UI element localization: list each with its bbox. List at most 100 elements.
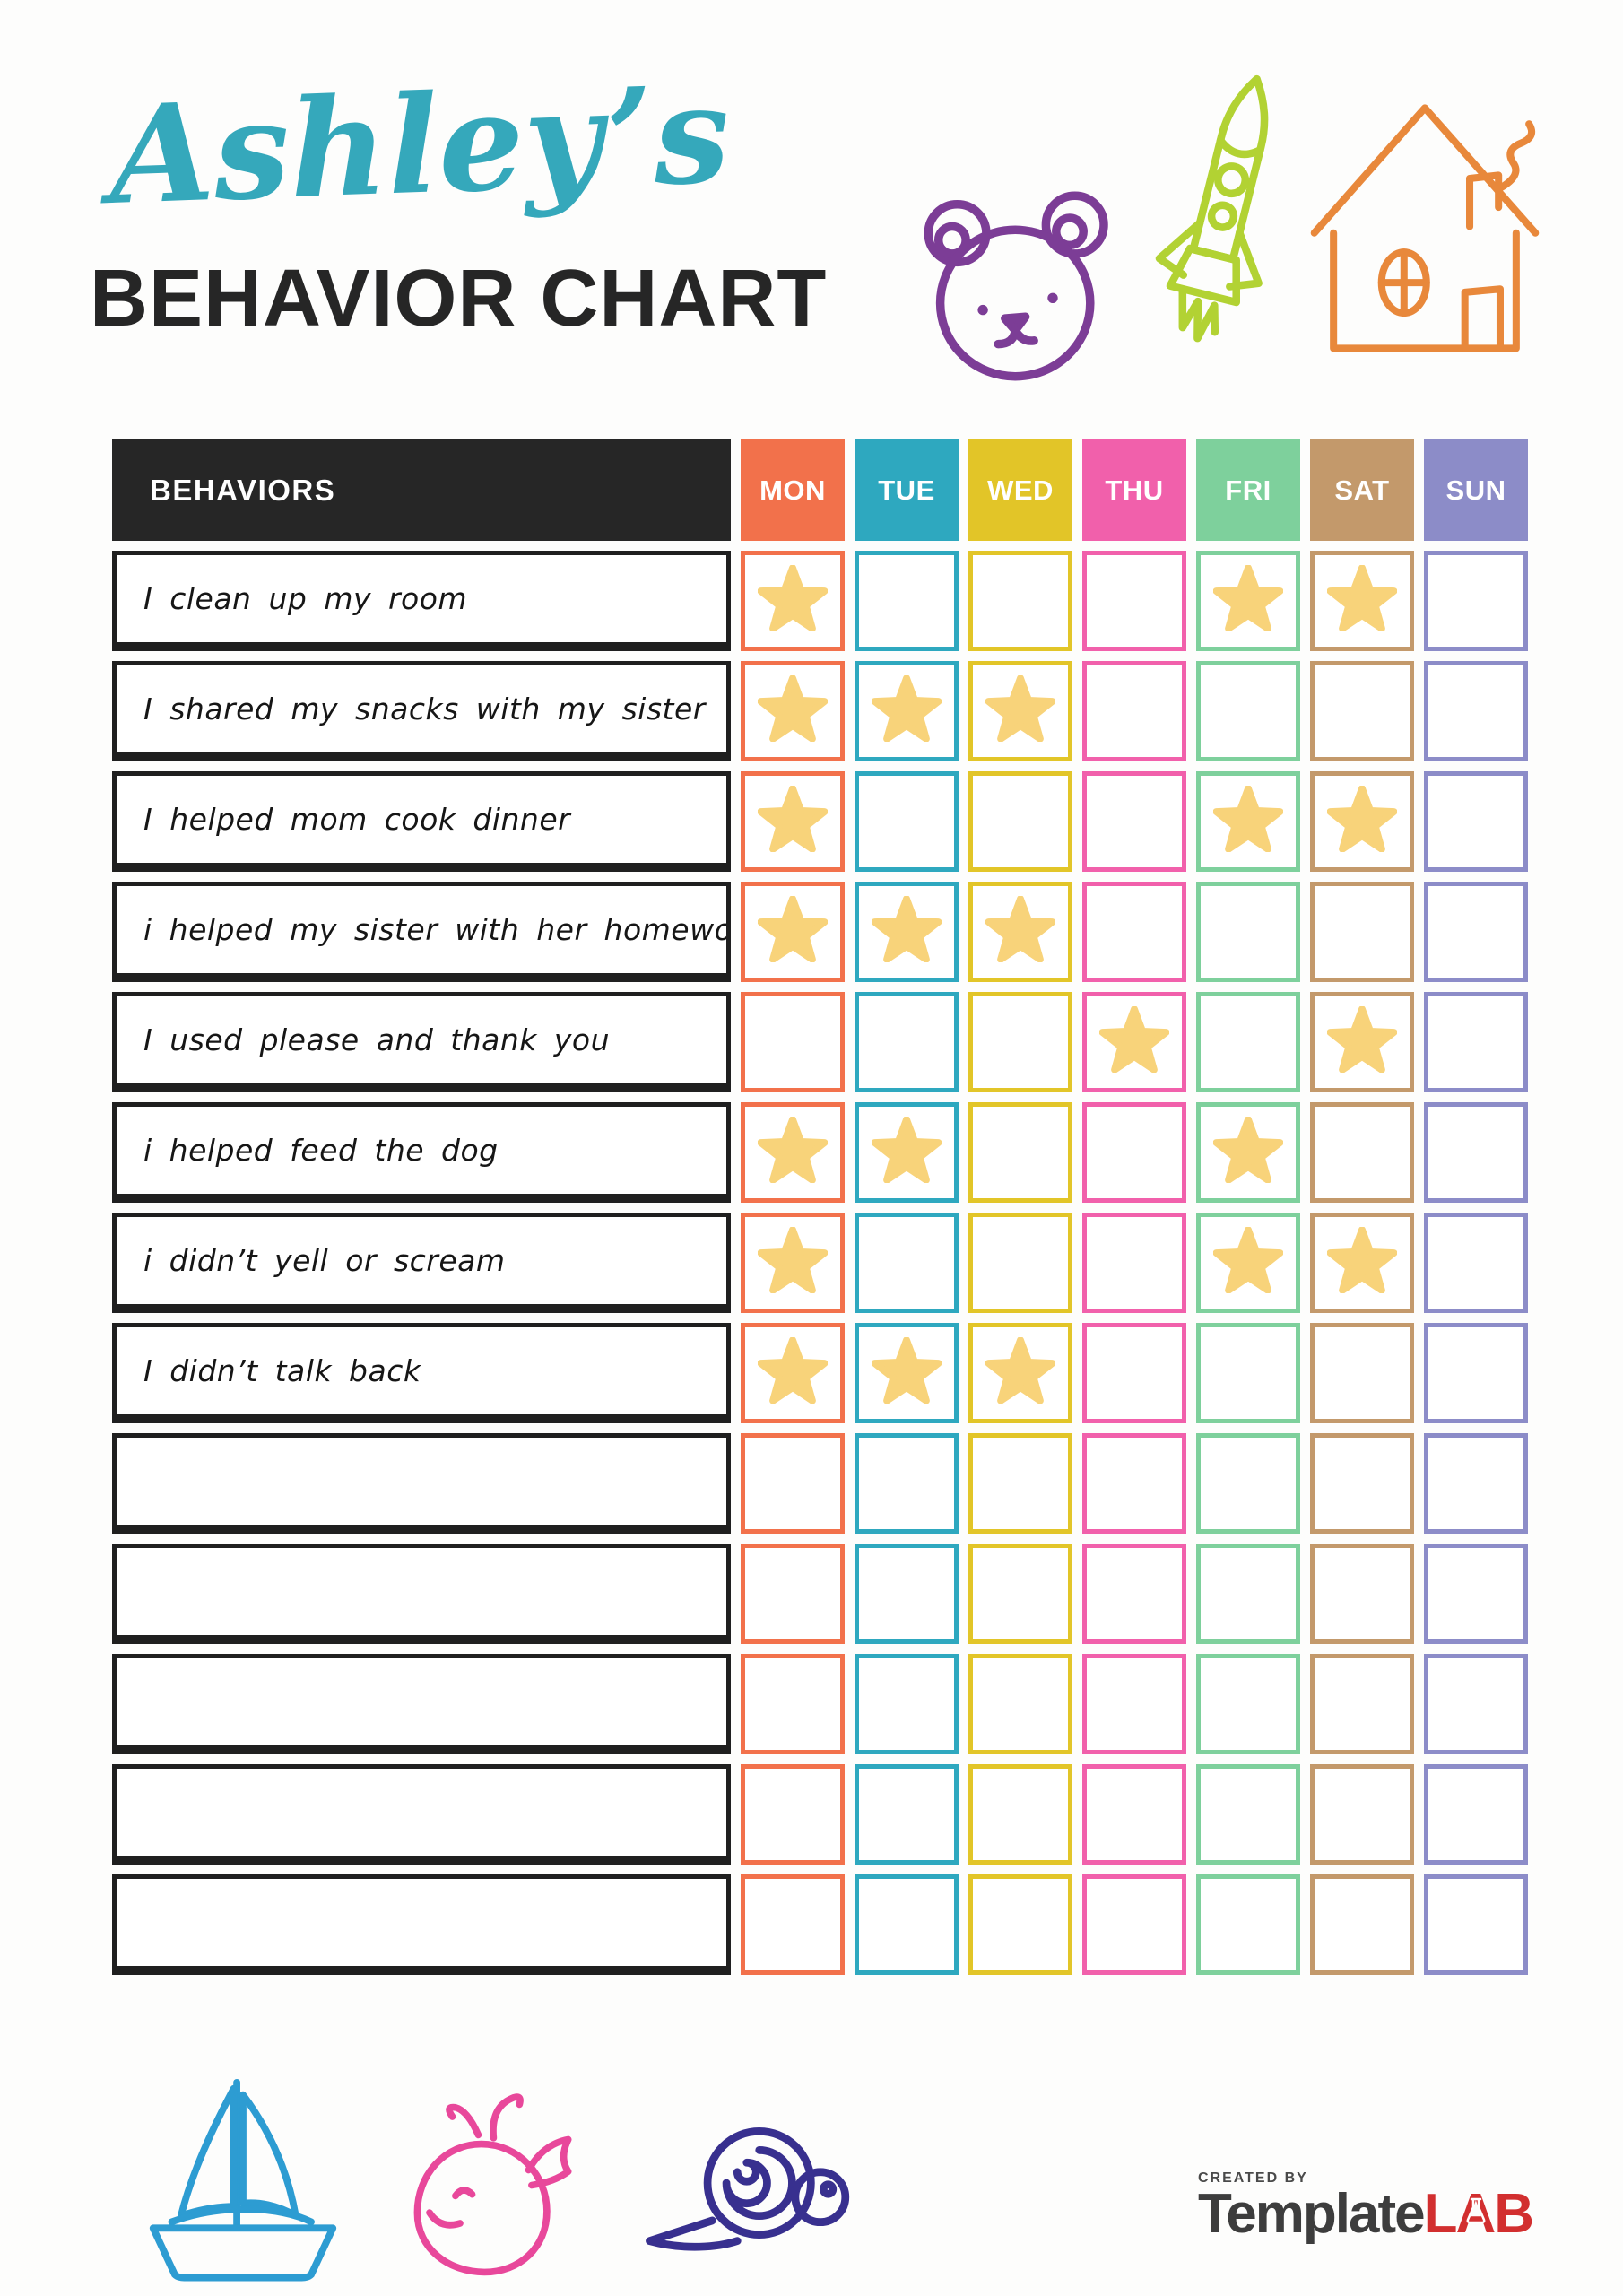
behavior-label-3: I helped mom cook dinner [112,771,731,872]
cell-row7-tue [855,1213,959,1313]
cell-row9-wed [968,1433,1072,1534]
cell-row10-mon [741,1544,845,1644]
cell-row11-tue [855,1654,959,1754]
brand-name-template: Template [1198,2183,1426,2245]
star-icon [1327,786,1397,852]
behavior-grid: BEHAVIORS MON TUE WED THU FRI SAT SUN I clean u… [112,439,1528,1975]
behavior-label-5: I used please and thank you [112,992,731,1092]
cell-row9-sat [1310,1433,1414,1534]
cell-row5-tue [855,992,959,1092]
star-icon [1327,1227,1397,1293]
cell-row5-wed [968,992,1072,1092]
brand-name-lab: LAB [1423,2183,1534,2245]
cell-row3-thu [1082,771,1186,872]
column-header-thu: THU [1082,439,1186,541]
cell-row9-thu [1082,1433,1186,1534]
cell-row3-sun [1424,771,1528,872]
cell-row13-mon [741,1874,845,1975]
cell-row5-thu [1082,992,1186,1092]
flask-icon [1466,2197,1486,2224]
cell-row3-mon [741,771,845,872]
cell-row10-wed [968,1544,1072,1644]
star-icon [872,675,942,742]
rocket-icon [1102,48,1341,387]
cell-row11-thu [1082,1654,1186,1754]
cell-row13-sat [1310,1874,1414,1975]
cell-row6-thu [1082,1102,1186,1203]
star-icon [1099,1006,1169,1073]
star-icon [985,675,1055,742]
cell-row8-fri [1196,1323,1300,1423]
behavior-label-10 [112,1544,731,1644]
star-icon [758,675,828,742]
cell-row11-sat [1310,1654,1414,1754]
cell-row3-sat [1310,771,1414,872]
cell-row13-thu [1082,1874,1186,1975]
cell-row1-sat [1310,551,1414,651]
cell-row3-fri [1196,771,1300,872]
cell-row2-wed [968,661,1072,761]
cell-row9-mon [741,1433,845,1534]
cell-row3-wed [968,771,1072,872]
cell-row10-thu [1082,1544,1186,1644]
cell-row2-fri [1196,661,1300,761]
column-header-sun: SUN [1424,439,1528,541]
cell-row5-mon [741,992,845,1092]
star-icon [985,896,1055,962]
behaviors-column-header: BEHAVIORS [112,439,731,541]
snail-icon [628,2108,863,2265]
cell-row11-wed [968,1654,1072,1754]
cell-row12-tue [855,1764,959,1865]
page-title-script: Ashley’s [107,55,733,236]
behavior-label-1: I clean up my room [112,551,731,651]
cell-row8-wed [968,1323,1072,1423]
whale-icon [384,2056,597,2284]
behavior-label-6: i helped feed the dog [112,1102,731,1203]
star-icon [758,1117,828,1183]
cell-row1-fri [1196,551,1300,651]
cell-row13-tue [855,1874,959,1975]
cell-row10-sat [1310,1544,1414,1644]
cell-row2-mon [741,661,845,761]
column-header-fri: FRI [1196,439,1300,541]
cell-row6-fri [1196,1102,1300,1203]
cell-row2-thu [1082,661,1186,761]
cell-row7-mon [741,1213,845,1313]
cell-row13-fri [1196,1874,1300,1975]
cell-row13-wed [968,1874,1072,1975]
star-icon [758,896,828,962]
star-icon [758,1337,828,1404]
star-icon [872,1117,942,1183]
cell-row4-tue [855,882,959,982]
cell-row12-sat [1310,1764,1414,1865]
cell-row12-sun [1424,1764,1528,1865]
cell-row6-wed [968,1102,1072,1203]
column-header-wed: WED [968,439,1072,541]
cell-row8-sun [1424,1323,1528,1423]
cell-row8-tue [855,1323,959,1423]
cell-row11-sun [1424,1654,1528,1754]
cell-row1-sun [1424,551,1528,651]
behavior-label-2: I shared my snacks with my sister [112,661,731,761]
cell-row5-sat [1310,992,1414,1092]
cell-row4-mon [741,882,845,982]
cell-row8-sat [1310,1323,1414,1423]
star-icon [1327,1006,1397,1073]
cell-row7-sun [1424,1213,1528,1313]
cell-row10-fri [1196,1544,1300,1644]
cell-row4-fri [1196,882,1300,982]
star-icon [1213,786,1283,852]
cell-row7-fri [1196,1213,1300,1313]
cell-row5-sun [1424,992,1528,1092]
cell-row2-tue [855,661,959,761]
brand-logo: CREATED BY TemplateLAB [1198,2170,1534,2242]
sailboat-icon [135,2070,352,2287]
star-icon [1213,1227,1283,1293]
cell-row8-mon [741,1323,845,1423]
page-title: BEHAVIOR CHART [90,254,828,344]
star-icon [985,1337,1055,1404]
cell-row10-sun [1424,1544,1528,1644]
cell-row7-thu [1082,1213,1186,1313]
brand-name: TemplateLAB [1198,2187,1534,2242]
